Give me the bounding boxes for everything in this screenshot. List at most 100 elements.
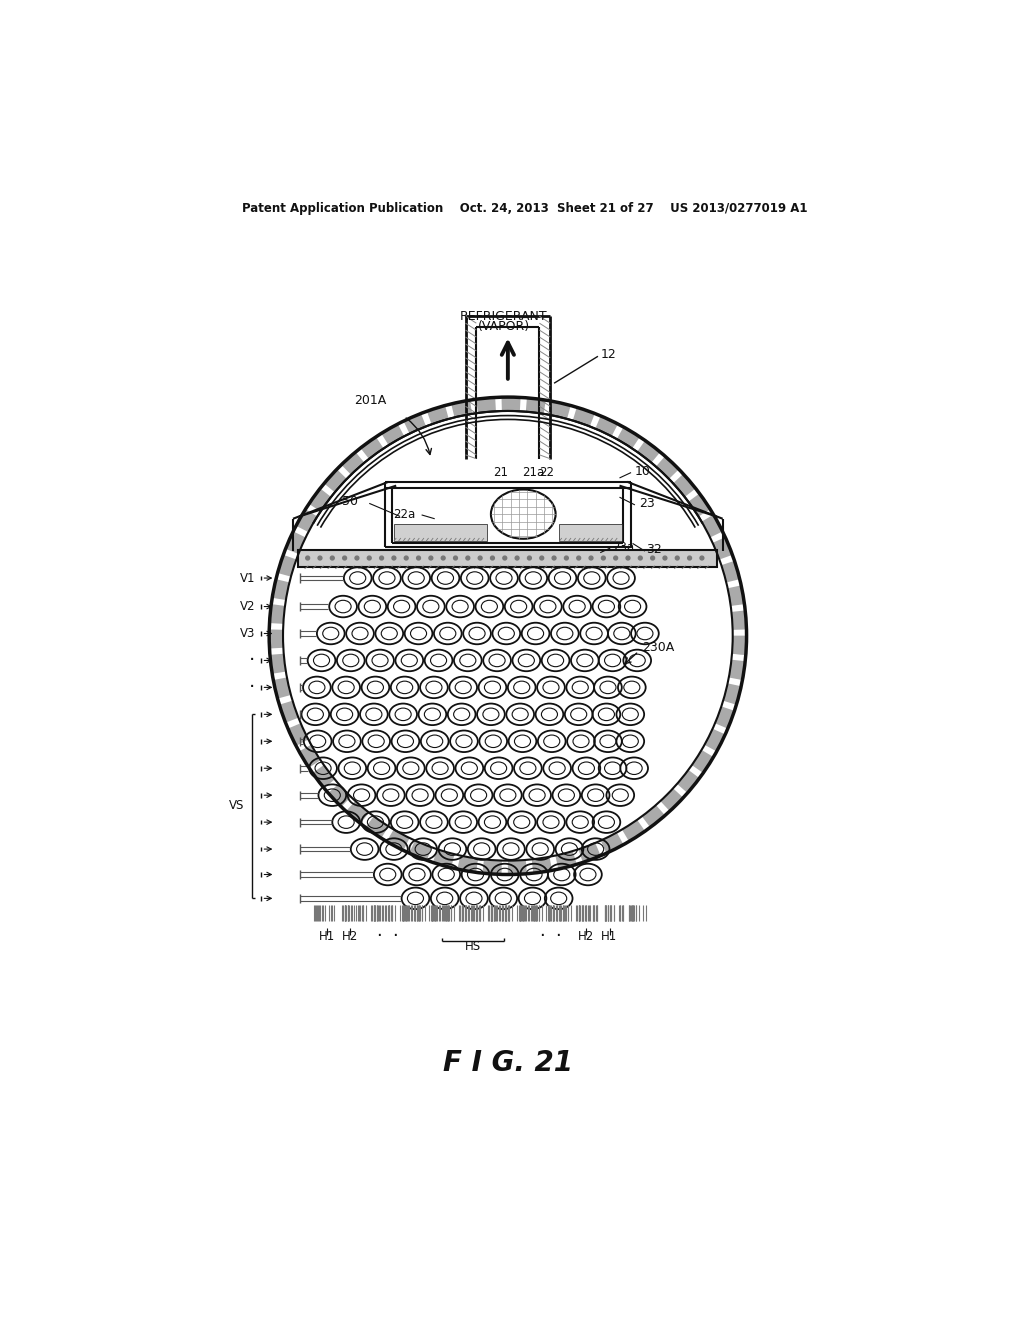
- Circle shape: [380, 556, 384, 560]
- Text: REFRIGERANT: REFRIGERANT: [460, 310, 548, 323]
- Text: 201A: 201A: [354, 395, 386, 408]
- Polygon shape: [433, 849, 455, 867]
- Polygon shape: [269, 630, 284, 648]
- Polygon shape: [601, 833, 624, 853]
- Circle shape: [589, 556, 593, 560]
- Polygon shape: [427, 405, 449, 424]
- Polygon shape: [299, 744, 321, 768]
- Circle shape: [404, 556, 409, 560]
- Polygon shape: [721, 561, 739, 582]
- Text: 230A: 230A: [643, 640, 675, 653]
- Circle shape: [466, 556, 470, 560]
- Polygon shape: [410, 841, 431, 861]
- Text: ·: ·: [539, 927, 545, 945]
- Polygon shape: [723, 684, 741, 705]
- Polygon shape: [642, 805, 665, 828]
- Text: Patent Application Publication    Oct. 24, 2013  Sheet 21 of 27    US 2013/02770: Patent Application Publication Oct. 24, …: [242, 202, 808, 215]
- Text: HS: HS: [465, 940, 481, 953]
- Circle shape: [515, 556, 519, 560]
- Circle shape: [490, 556, 495, 560]
- Polygon shape: [288, 723, 308, 746]
- Circle shape: [626, 556, 630, 560]
- Bar: [298, 549, 717, 566]
- Polygon shape: [731, 610, 746, 630]
- Polygon shape: [272, 579, 290, 601]
- Polygon shape: [309, 488, 331, 512]
- Circle shape: [577, 556, 581, 560]
- Circle shape: [650, 556, 654, 560]
- Circle shape: [392, 556, 396, 560]
- Polygon shape: [482, 859, 502, 874]
- Polygon shape: [637, 441, 660, 463]
- Polygon shape: [502, 397, 520, 412]
- Polygon shape: [595, 416, 617, 437]
- Text: 22: 22: [539, 466, 554, 479]
- Polygon shape: [732, 636, 746, 655]
- Text: VS: VS: [229, 800, 245, 813]
- Polygon shape: [329, 784, 351, 807]
- Circle shape: [688, 556, 691, 560]
- Polygon shape: [286, 532, 306, 554]
- Circle shape: [527, 556, 531, 560]
- Text: 12: 12: [600, 348, 616, 362]
- Circle shape: [676, 556, 679, 560]
- Polygon shape: [715, 706, 734, 729]
- Circle shape: [700, 556, 703, 560]
- Polygon shape: [673, 474, 695, 496]
- Circle shape: [564, 556, 568, 560]
- Polygon shape: [525, 397, 546, 414]
- Polygon shape: [270, 653, 286, 673]
- Circle shape: [552, 556, 556, 560]
- Polygon shape: [713, 537, 732, 560]
- Text: ·: ·: [249, 651, 255, 671]
- Polygon shape: [550, 401, 570, 418]
- Polygon shape: [677, 770, 699, 793]
- Polygon shape: [325, 469, 347, 492]
- Polygon shape: [688, 494, 711, 516]
- Text: ·: ·: [555, 927, 561, 945]
- Polygon shape: [269, 605, 285, 624]
- Text: V3: V3: [240, 627, 255, 640]
- Circle shape: [318, 556, 322, 560]
- Circle shape: [343, 556, 346, 560]
- Polygon shape: [729, 660, 745, 680]
- Circle shape: [306, 556, 309, 560]
- Circle shape: [540, 556, 544, 560]
- Text: 21: 21: [493, 466, 508, 479]
- Polygon shape: [579, 843, 601, 862]
- Circle shape: [503, 556, 507, 560]
- Text: 21a: 21a: [521, 466, 544, 479]
- Circle shape: [601, 556, 605, 560]
- Polygon shape: [508, 859, 527, 874]
- Text: V1: V1: [240, 572, 255, 585]
- Polygon shape: [387, 829, 410, 850]
- Polygon shape: [312, 766, 335, 788]
- Polygon shape: [531, 857, 552, 873]
- Polygon shape: [346, 801, 369, 824]
- Polygon shape: [616, 426, 640, 449]
- Circle shape: [613, 556, 617, 560]
- Text: H1: H1: [318, 929, 335, 942]
- Text: F I G. 21: F I G. 21: [442, 1049, 572, 1077]
- Polygon shape: [381, 424, 404, 445]
- Polygon shape: [728, 585, 744, 606]
- Text: V2: V2: [240, 601, 255, 612]
- Polygon shape: [555, 851, 577, 869]
- Polygon shape: [403, 413, 426, 433]
- Text: 23a: 23a: [611, 541, 634, 554]
- Text: H2: H2: [579, 929, 595, 942]
- Circle shape: [429, 556, 433, 560]
- Text: 10: 10: [635, 465, 651, 478]
- Polygon shape: [341, 451, 365, 475]
- Circle shape: [441, 556, 445, 560]
- Text: 23: 23: [639, 496, 654, 510]
- Polygon shape: [278, 554, 296, 577]
- Polygon shape: [458, 855, 478, 873]
- Polygon shape: [452, 400, 472, 417]
- Circle shape: [454, 556, 458, 560]
- Text: H1: H1: [601, 929, 617, 942]
- Text: ·: ·: [392, 927, 397, 945]
- Polygon shape: [572, 408, 595, 426]
- Circle shape: [368, 556, 371, 560]
- Text: (VAPOR): (VAPOR): [478, 319, 530, 333]
